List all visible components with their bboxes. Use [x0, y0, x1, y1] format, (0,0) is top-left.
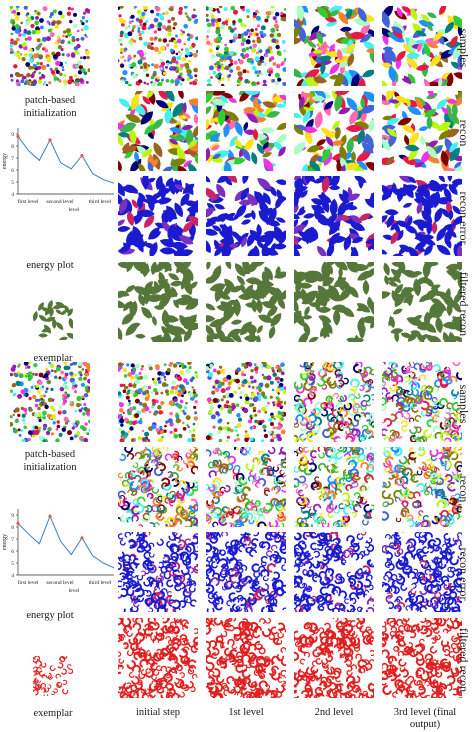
row-label-recon-error-top: recon error	[457, 191, 471, 245]
row-label-recon-top: recon	[457, 119, 471, 147]
energy-plot-bottom: 4 5 6 7 8 9 energy first level second level third…	[0, 503, 120, 595]
recon-error-level1-top	[206, 176, 286, 256]
level-label: second level	[46, 580, 74, 586]
x-axis-label: level	[69, 588, 80, 594]
recon-level3-top	[382, 91, 462, 171]
y-tick-label: 4	[11, 573, 14, 579]
recon-error-initial-bottom	[118, 532, 198, 612]
level-start-point	[48, 514, 52, 518]
level-start-point	[16, 521, 20, 525]
samples-level1-bottom	[206, 362, 286, 442]
level-start-point	[80, 536, 84, 540]
col-label-level2: 2nd level	[314, 707, 354, 718]
recon-initial-bottom	[118, 447, 198, 527]
samples-initial-bottom	[118, 362, 198, 442]
y-tick-label: 6	[11, 549, 14, 555]
label-patch-init-top: patch-based initialization	[23, 95, 77, 119]
y-axis-label: energy	[2, 153, 8, 169]
y-tick-label: 7	[11, 156, 14, 162]
recon-initial-top	[118, 91, 198, 171]
recon-error-level2-top	[294, 176, 374, 256]
recon-level2-bottom	[294, 447, 374, 527]
recon-error-level1-bottom	[206, 532, 286, 612]
label-energy-plot-top: energy plot	[26, 260, 74, 271]
recon-level1-top	[206, 91, 286, 171]
level-start-point	[16, 134, 20, 138]
samples-level3-top	[382, 6, 462, 86]
row-label-samples-bottom: samples	[457, 384, 471, 424]
exemplar-tile-bottom	[33, 656, 73, 696]
level-label: third level	[89, 199, 112, 205]
label-exemplar-bottom: exemplar	[33, 708, 73, 719]
y-tick-label: 9	[11, 132, 14, 138]
col-label-initial-step: initial step	[135, 707, 181, 718]
filtered-recon-level2-bottom	[294, 618, 374, 698]
y-tick-label: 4	[11, 192, 14, 198]
level-label: third level	[89, 580, 112, 586]
recon-error-initial-top	[118, 176, 198, 256]
energy-series-line	[17, 514, 115, 569]
row-label-filtered-recon-top: filtered recon	[457, 271, 471, 337]
level-start-point	[80, 154, 84, 158]
y-tick-label: 8	[11, 144, 14, 150]
x-axis-label: level	[69, 207, 80, 213]
energy-series-line	[17, 136, 115, 184]
energy-plot-top: 4 5 6 7 8 9 energy first level second level third…	[0, 122, 120, 214]
filtered-recon-level3-top	[382, 262, 462, 342]
y-tick-label: 8	[11, 525, 14, 531]
col-label-level1: 1st level	[228, 707, 264, 718]
filtered-recon-level3-bottom	[382, 618, 462, 698]
level-label: second level	[46, 199, 74, 205]
samples-level2-bottom	[294, 362, 374, 442]
level-label: first level	[18, 579, 39, 586]
plot-axes	[17, 128, 114, 195]
y-tick-label: 5	[11, 561, 14, 567]
col-label-level3: 3rd level (final output)	[393, 707, 457, 730]
filtered-recon-initial-top	[118, 262, 198, 342]
y-axis-label: energy	[2, 534, 8, 550]
samples-level2-top	[294, 6, 374, 86]
level-start-point	[48, 138, 52, 142]
row-label-recon-bottom: recon	[457, 475, 471, 503]
label-energy-plot-bottom: energy plot	[26, 610, 74, 621]
filtered-recon-initial-bottom	[118, 618, 198, 698]
recon-level2-top	[294, 91, 374, 171]
init-noise-tile-bottom	[10, 362, 90, 442]
y-tick-label: 9	[11, 513, 14, 519]
row-label-filtered-recon-bottom: filtered recon	[457, 627, 471, 693]
recon-error-level3-top	[382, 176, 462, 256]
filtered-recon-level1-bottom	[206, 618, 286, 698]
recon-error-level3-bottom	[382, 532, 462, 612]
y-tick-label: 5	[11, 180, 14, 186]
filtered-recon-level1-top	[206, 262, 286, 342]
label-exemplar-top: exemplar	[33, 353, 73, 364]
filtered-recon-level2-top	[294, 262, 374, 342]
row-label-samples-top: samples	[457, 28, 471, 68]
samples-initial-top	[118, 6, 198, 86]
y-tick-label: 6	[11, 168, 14, 174]
init-noise-tile-top	[10, 6, 90, 86]
recon-level3-bottom	[382, 447, 462, 527]
samples-level3-bottom	[382, 362, 462, 442]
y-tick-label: 7	[11, 537, 14, 543]
recon-error-level2-bottom	[294, 532, 374, 612]
row-label-recon-error-bottom: recon error	[457, 547, 471, 601]
label-patch-init-bottom: patch-based initialization	[23, 449, 77, 473]
exemplar-tile-top	[33, 300, 73, 340]
plot-axes	[17, 509, 114, 576]
level-label: first level	[18, 198, 39, 205]
recon-level1-bottom	[206, 447, 286, 527]
samples-level1-top	[206, 6, 286, 86]
